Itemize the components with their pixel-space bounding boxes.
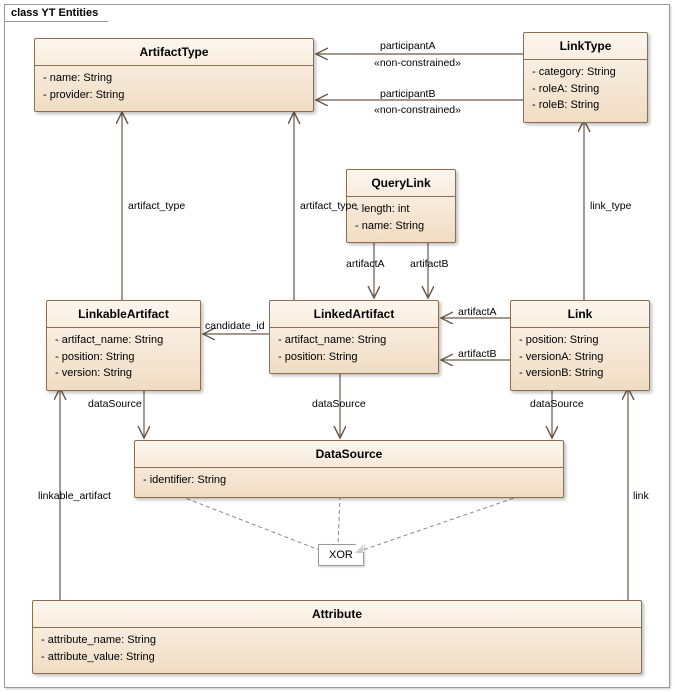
class-LinkedArtifact: LinkedArtifactartifact_name: Stringposit… xyxy=(269,300,439,374)
class-DataSource: DataSource identifier: String xyxy=(134,440,564,498)
class-title: QueryLink xyxy=(347,170,455,197)
class-attr: position: String xyxy=(519,332,641,349)
class-title: DataSource xyxy=(135,441,563,468)
class-attr: position: String xyxy=(278,349,430,366)
class-attrs: position: StringversionA: StringversionB… xyxy=(511,328,649,390)
class-title: Attribute xyxy=(33,601,641,628)
class-attrs: category: StringroleA: StringroleB: Stri… xyxy=(524,60,647,122)
label-link: link xyxy=(633,490,649,502)
note-text: XOR xyxy=(329,549,353,561)
class-attr: roleB: String xyxy=(532,97,639,114)
class-title: LinkableArtifact xyxy=(47,301,200,328)
label-participantB: participantB xyxy=(380,88,435,100)
class-attr: name: String xyxy=(355,218,447,235)
label-datasource-3: dataSource xyxy=(530,398,584,410)
class-Attribute: Attributeattribute_name: Stringattribute… xyxy=(32,600,642,674)
class-attr: category: String xyxy=(532,64,639,81)
class-title: ArtifactType xyxy=(35,39,313,66)
label-datasource-1: dataSource xyxy=(88,398,142,410)
class-attrs: artifact_name: Stringposition: Stringver… xyxy=(47,328,200,390)
class-attrs: identifier: String xyxy=(135,468,563,497)
class-attrs: artifact_name: Stringposition: String xyxy=(270,328,438,373)
class-attrs: length: intname: String xyxy=(347,197,455,242)
label-linkable-artifact: linkable_artifact xyxy=(38,490,111,502)
label-participantA: participantA xyxy=(380,40,435,52)
label-datasource-2: dataSource xyxy=(312,398,366,410)
label-l-artifactB: artifactB xyxy=(458,348,497,360)
class-attr: attribute_value: String xyxy=(41,649,633,666)
class-QueryLink: QueryLinklength: intname: String xyxy=(346,169,456,243)
label-participantA-stereo: «non-constrained» xyxy=(374,57,461,69)
label-link-type: link_type xyxy=(590,200,631,212)
class-attr: attribute_name: String xyxy=(41,632,633,649)
class-attr: provider: String xyxy=(43,87,305,104)
class-attr: artifact_name: String xyxy=(278,332,430,349)
class-title: Link xyxy=(511,301,649,328)
class-attr: versionB: String xyxy=(519,365,641,382)
label-artifact-type-2: artifact_type xyxy=(300,200,357,212)
class-LinkableArtifact: LinkableArtifactartifact_name: Stringpos… xyxy=(46,300,201,391)
class-attrs: name: Stringprovider: String xyxy=(35,66,313,111)
class-LinkType: LinkTypecategory: StringroleA: Stringrol… xyxy=(523,32,648,123)
class-attr: version: String xyxy=(55,365,192,382)
xor-note: XOR xyxy=(318,544,364,566)
label-candidate-id: candidate_id xyxy=(205,320,265,332)
label-q-artifactA: artifactA xyxy=(346,258,385,270)
class-attr: name: String xyxy=(43,70,305,87)
class-Link: Linkposition: StringversionA: Stringvers… xyxy=(510,300,650,391)
label-artifact-type-1: artifact_type xyxy=(128,200,185,212)
class-attr: versionA: String xyxy=(519,349,641,366)
class-attrs: attribute_name: Stringattribute_value: S… xyxy=(33,628,641,673)
class-ArtifactType: ArtifactTypename: Stringprovider: String xyxy=(34,38,314,112)
label-q-artifactB: artifactB xyxy=(410,258,449,270)
frame-title: class YT Entities xyxy=(5,5,109,22)
label-l-artifactA: artifactA xyxy=(458,306,497,318)
label-participantB-stereo: «non-constrained» xyxy=(374,104,461,116)
uml-diagram: class YT Entities xyxy=(0,0,674,692)
class-attr: length: int xyxy=(355,201,447,218)
class-attr: artifact_name: String xyxy=(55,332,192,349)
class-attr: position: String xyxy=(55,349,192,366)
class-title: LinkedArtifact xyxy=(270,301,438,328)
class-attr: identifier: String xyxy=(143,472,555,489)
class-title: LinkType xyxy=(524,33,647,60)
class-attr: roleA: String xyxy=(532,81,639,98)
